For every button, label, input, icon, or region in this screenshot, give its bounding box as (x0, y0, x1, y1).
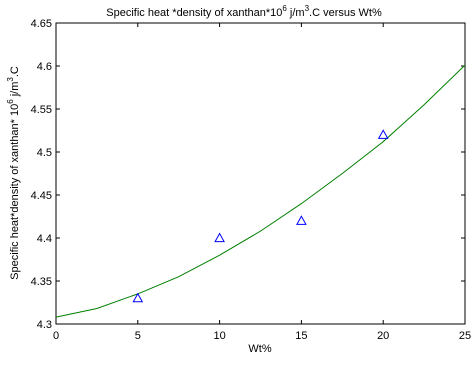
x-tick-label: 5 (135, 330, 141, 342)
data-point-triangle (132, 292, 144, 303)
data-point-triangle (214, 232, 225, 243)
x-tick-label: 15 (295, 330, 307, 342)
data-marks (55, 64, 466, 318)
x-tick-label: 25 (459, 330, 471, 342)
y-tick-label: 4.45 (31, 190, 52, 202)
y-tick-label: 4.4 (37, 233, 52, 245)
y-tick-label: 4.5 (37, 147, 52, 159)
data-point-triangle (377, 129, 389, 139)
x-axis-title: Wt% (248, 343, 271, 355)
plot-area (55, 22, 466, 325)
chart-title: Specific heat *density of xanthan*106 j/… (106, 4, 382, 19)
x-tick-label: 0 (53, 330, 59, 342)
y-tick-label: 4.65 (31, 18, 52, 30)
y-tick-label: 4.35 (31, 276, 52, 288)
y-tick-label: 4.6 (37, 61, 52, 73)
y-tick-label: 4.55 (31, 104, 52, 116)
y-tick-label: 4.3 (37, 319, 52, 331)
x-tick-label: 10 (213, 330, 225, 342)
y-axis-title: Specific heat*density of xanthan* 106 j/… (6, 66, 21, 280)
axis-ticks: 0 5 10 15 20 25 4.3 4.35 4.4 4.45 4.5 4.55 4.6 4.65 (31, 18, 472, 342)
data-point-triangle (296, 215, 307, 225)
fit-curve (55, 64, 466, 318)
x-tick-label: 20 (377, 330, 389, 342)
